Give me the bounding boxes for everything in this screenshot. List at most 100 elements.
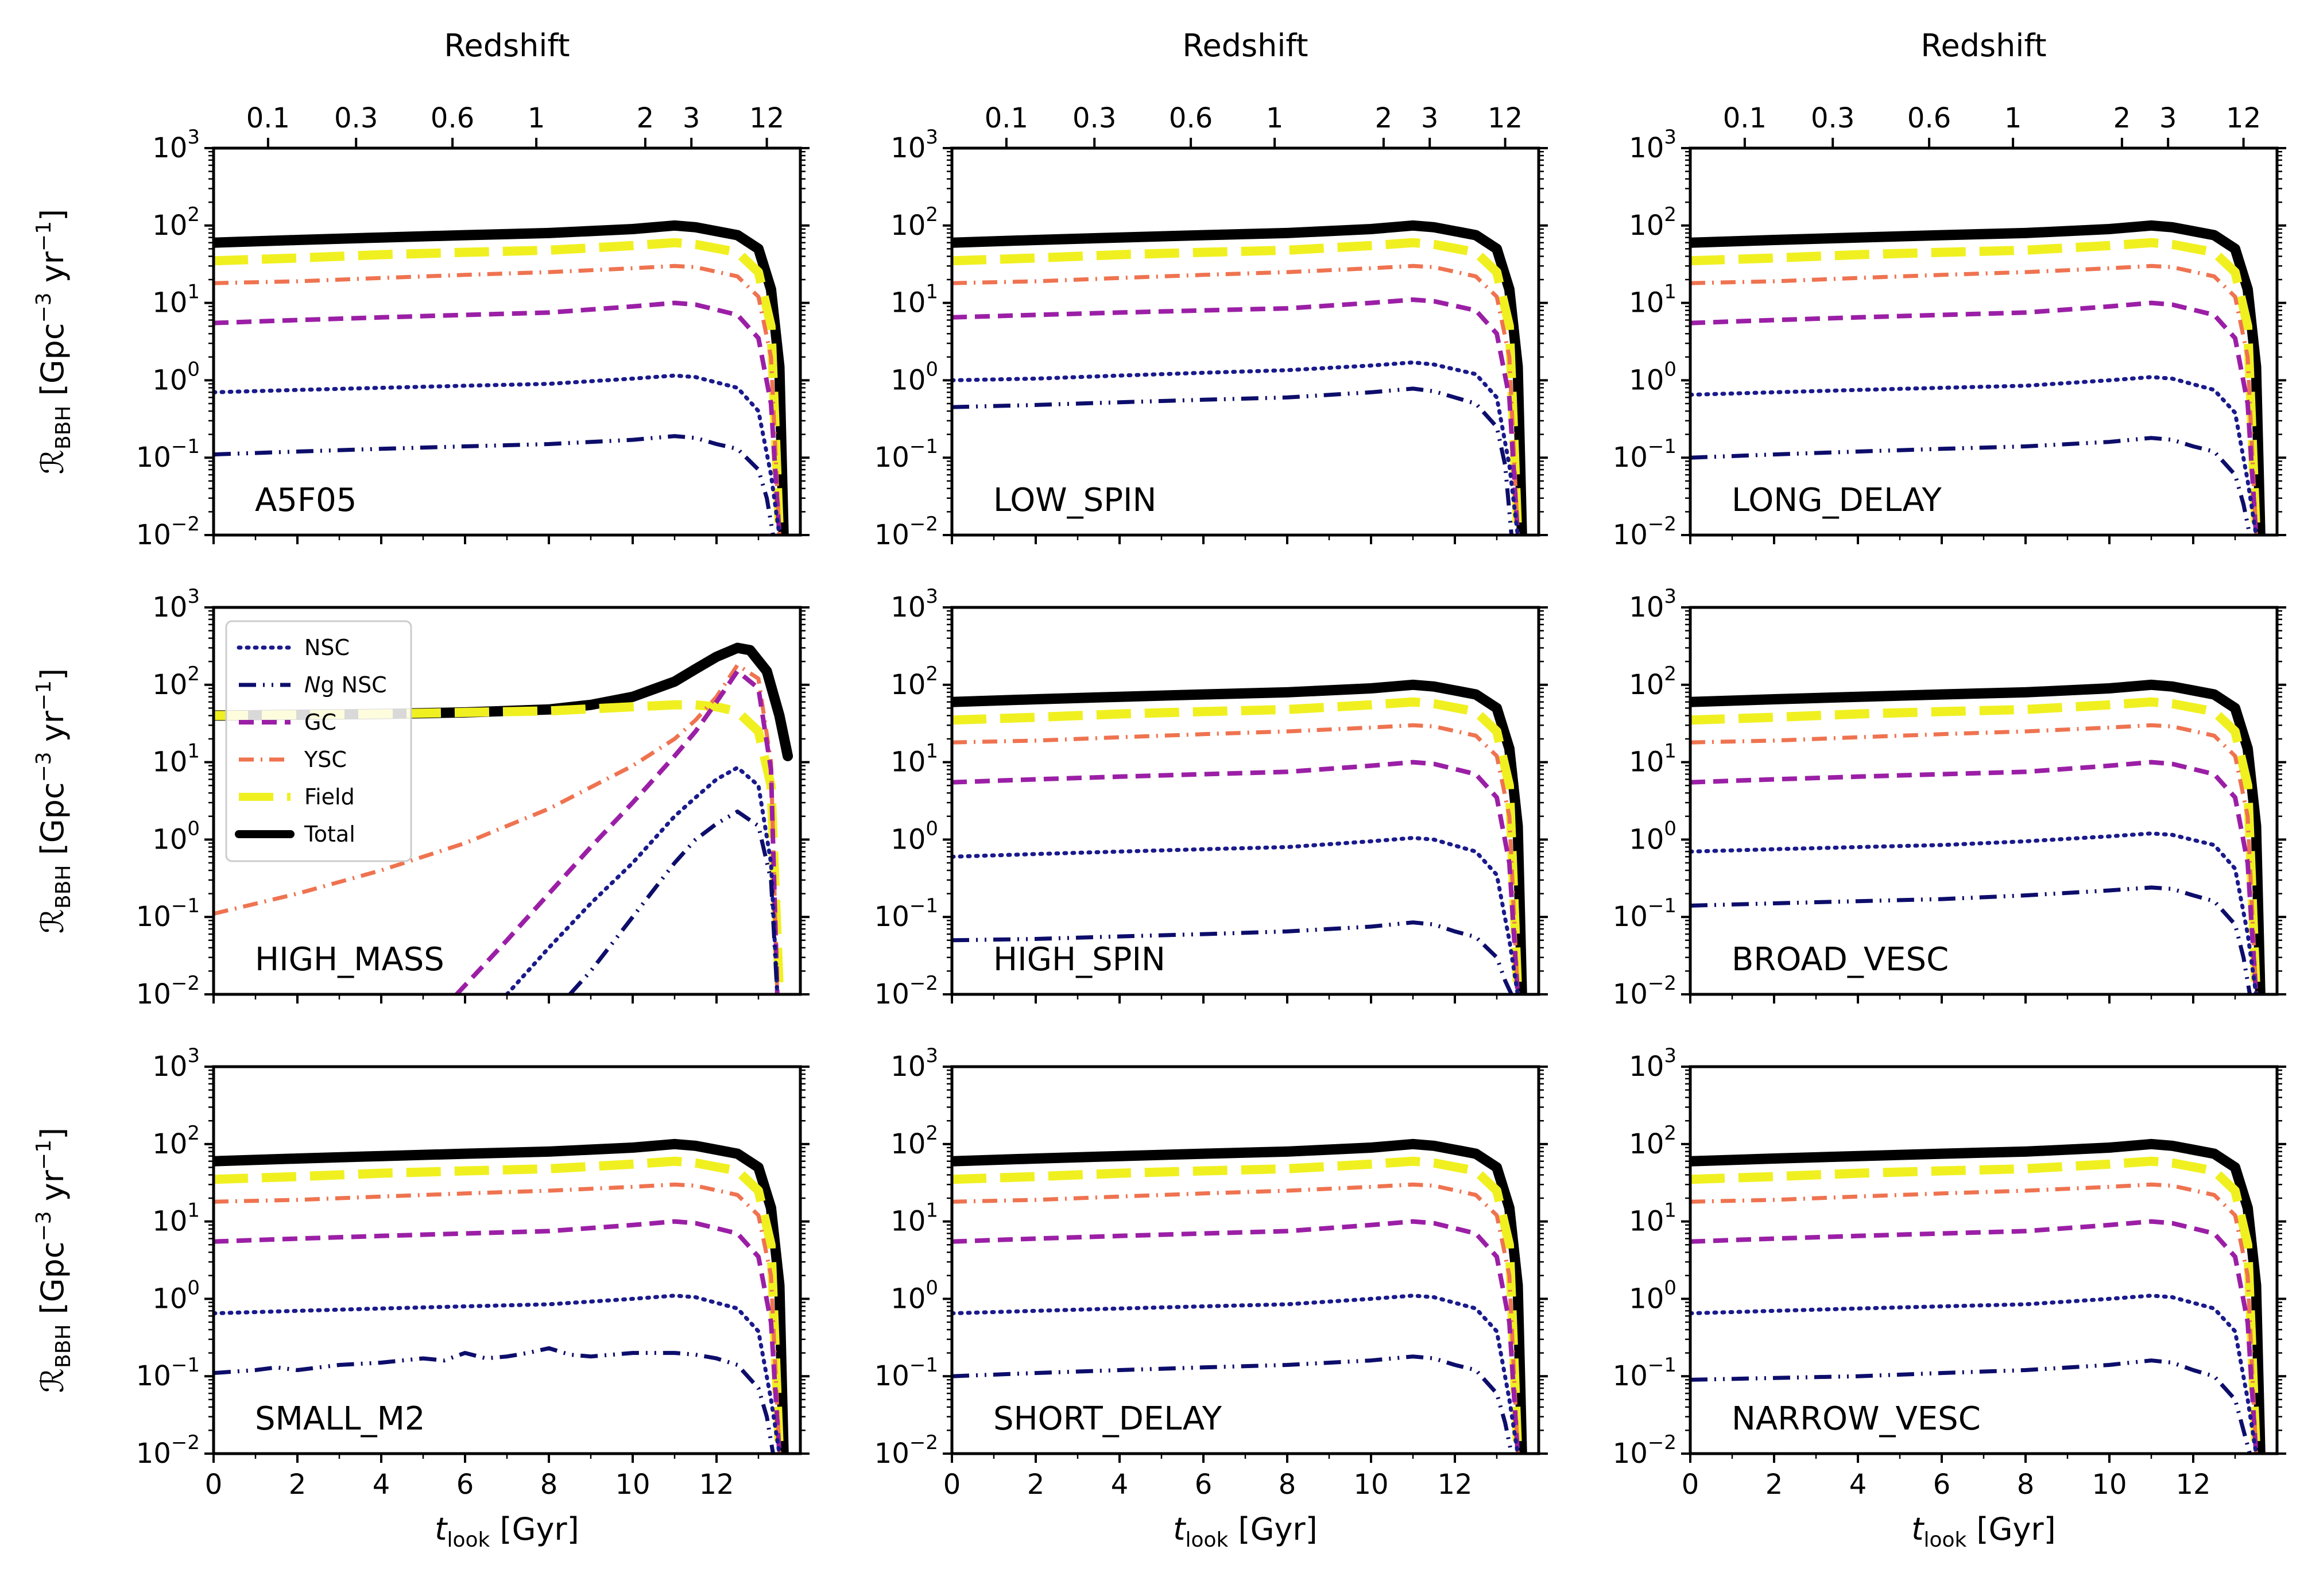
y-tick-exponent: 3 <box>187 585 200 608</box>
x-tick-label: 10 <box>615 1469 650 1501</box>
x-tick-label: 6 <box>1933 1469 1951 1501</box>
y-axis-label: ℛBBH [Gpc−3 yr−1] <box>32 668 75 933</box>
y-tick-exponent: 2 <box>1664 663 1676 685</box>
series-line-total <box>952 679 1527 994</box>
series-line-nsc <box>214 1293 781 1454</box>
series-line-nsc <box>1690 831 2258 994</box>
y-tick-exponent: 2 <box>1664 203 1676 226</box>
y-tick-base: 10 <box>136 441 171 474</box>
redshift-tick-label: 2 <box>2113 102 2131 134</box>
legend-label-total: Total <box>304 822 355 847</box>
y-tick-exponent: 1 <box>187 1199 200 1222</box>
series-line-gc <box>455 669 780 994</box>
series-line-field <box>1690 1156 2261 1454</box>
y-tick-base: 10 <box>1629 1283 1664 1315</box>
x-axis-label: tlook [Gyr] <box>435 1511 579 1552</box>
series-line-field <box>952 238 1523 535</box>
series-line-gc <box>952 1219 1520 1454</box>
y-tick-label: 10−2 <box>874 972 938 1010</box>
series-line-ngnsc <box>1690 1358 2252 1454</box>
y-tick-base: 10 <box>890 1128 926 1160</box>
series-group <box>1690 679 2266 994</box>
y-tick-exponent: −2 <box>171 513 200 536</box>
panel-name-label: HIGH_MASS <box>255 941 444 978</box>
y-tick-label: 103 <box>890 1044 938 1083</box>
series-group <box>1690 1138 2266 1454</box>
y-tick-label: 102 <box>152 663 200 701</box>
y-tick-exponent: 2 <box>187 203 200 226</box>
y-tick-base: 10 <box>152 364 187 396</box>
y-tick-exponent: −2 <box>1648 1431 1676 1454</box>
y-tick-label: 102 <box>152 1122 200 1160</box>
redshift-tick-label: 12 <box>1488 102 1523 134</box>
y-tick-exponent: 0 <box>187 358 200 381</box>
legend-label-text: GC <box>304 710 336 735</box>
series-group <box>214 1138 789 1454</box>
y-label-sub: BBH <box>52 1324 75 1368</box>
panel-name-label: NARROW_VESC <box>1732 1400 1981 1438</box>
y-tick-exponent: −2 <box>1648 972 1676 995</box>
series-group <box>952 1138 1527 1454</box>
y-tick-label: 100 <box>1629 817 1676 855</box>
y-tick-label: 101 <box>890 1199 938 1238</box>
x-tick-label: 12 <box>2175 1469 2210 1501</box>
series-line-ngnsc <box>1690 436 2252 535</box>
y-tick-exponent: 1 <box>926 1199 938 1222</box>
series-line-nsc <box>952 360 1520 535</box>
y-tick-label: 100 <box>1629 358 1676 396</box>
y-tick-label: 10−2 <box>136 513 200 551</box>
y-tick-exponent: 3 <box>187 1044 200 1067</box>
series-line-gc <box>214 300 782 535</box>
y-tick-label: 102 <box>1629 203 1676 242</box>
y-label-unit: [Gpc <box>34 323 71 405</box>
redshift-axis-label: Redshift <box>444 28 570 64</box>
redshift-tick-label: 2 <box>637 102 655 134</box>
y-tick-base: 10 <box>1629 1051 1664 1083</box>
y-tick-label: 10−1 <box>1613 1354 1676 1392</box>
panel-name-label: SHORT_DELAY <box>993 1400 1222 1438</box>
y-tick-exponent: −2 <box>171 1431 200 1454</box>
legend-label-text: YSC <box>304 747 347 772</box>
x-tick-label: 8 <box>2017 1469 2035 1501</box>
y-tick-exponent: 0 <box>926 358 938 381</box>
y-tick-base: 10 <box>1629 823 1664 855</box>
y-tick-base: 10 <box>152 669 187 701</box>
series-line-ysc <box>952 1182 1520 1454</box>
series-group <box>1690 220 2266 535</box>
y-tick-exponent: −1 <box>1648 435 1676 458</box>
series-line-field <box>214 238 784 535</box>
y-tick-base: 10 <box>890 669 926 701</box>
y-tick-label: 102 <box>152 203 200 242</box>
redshift-tick-label: 0.6 <box>1169 102 1213 134</box>
x-tick-label: 0 <box>943 1469 961 1501</box>
series-line-ngnsc <box>214 434 775 535</box>
y-tick-exponent: −1 <box>171 435 200 458</box>
y-tick-exponent: 3 <box>926 126 938 149</box>
y-label-unit: ] <box>34 668 71 680</box>
x-tick-label: 6 <box>456 1469 474 1501</box>
x-tick-label: 6 <box>1195 1469 1213 1501</box>
redshift-tick-label: 0.3 <box>1072 102 1116 134</box>
x-axis-label: tlook [Gyr] <box>1911 1511 2055 1552</box>
y-tick-base: 10 <box>890 591 926 623</box>
redshift-tick-label: 0.1 <box>985 102 1028 134</box>
y-tick-label: 103 <box>1629 585 1676 623</box>
y-tick-base: 10 <box>152 210 187 242</box>
redshift-tick-label: 2 <box>1375 102 1393 134</box>
y-label-exp: −1 <box>32 221 56 251</box>
series-line-ngnsc <box>952 920 1513 994</box>
y-tick-label: 101 <box>1629 1199 1676 1238</box>
x-axis-label: tlook [Gyr] <box>1173 1511 1317 1552</box>
y-tick-label: 10−2 <box>1613 513 1676 551</box>
y-tick-label: 100 <box>152 358 200 396</box>
x-tick-label: 0 <box>205 1469 223 1501</box>
y-tick-base: 10 <box>1613 441 1648 474</box>
y-tick-label: 100 <box>890 817 938 855</box>
y-tick-base: 10 <box>1629 746 1664 778</box>
y-tick-label: 101 <box>152 1199 200 1238</box>
panel-name-label: LOW_SPIN <box>993 482 1156 519</box>
